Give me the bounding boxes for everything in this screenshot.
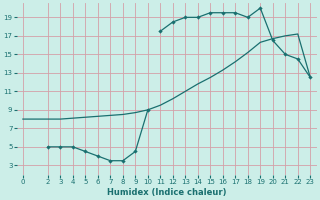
X-axis label: Humidex (Indice chaleur): Humidex (Indice chaleur) xyxy=(107,188,226,197)
